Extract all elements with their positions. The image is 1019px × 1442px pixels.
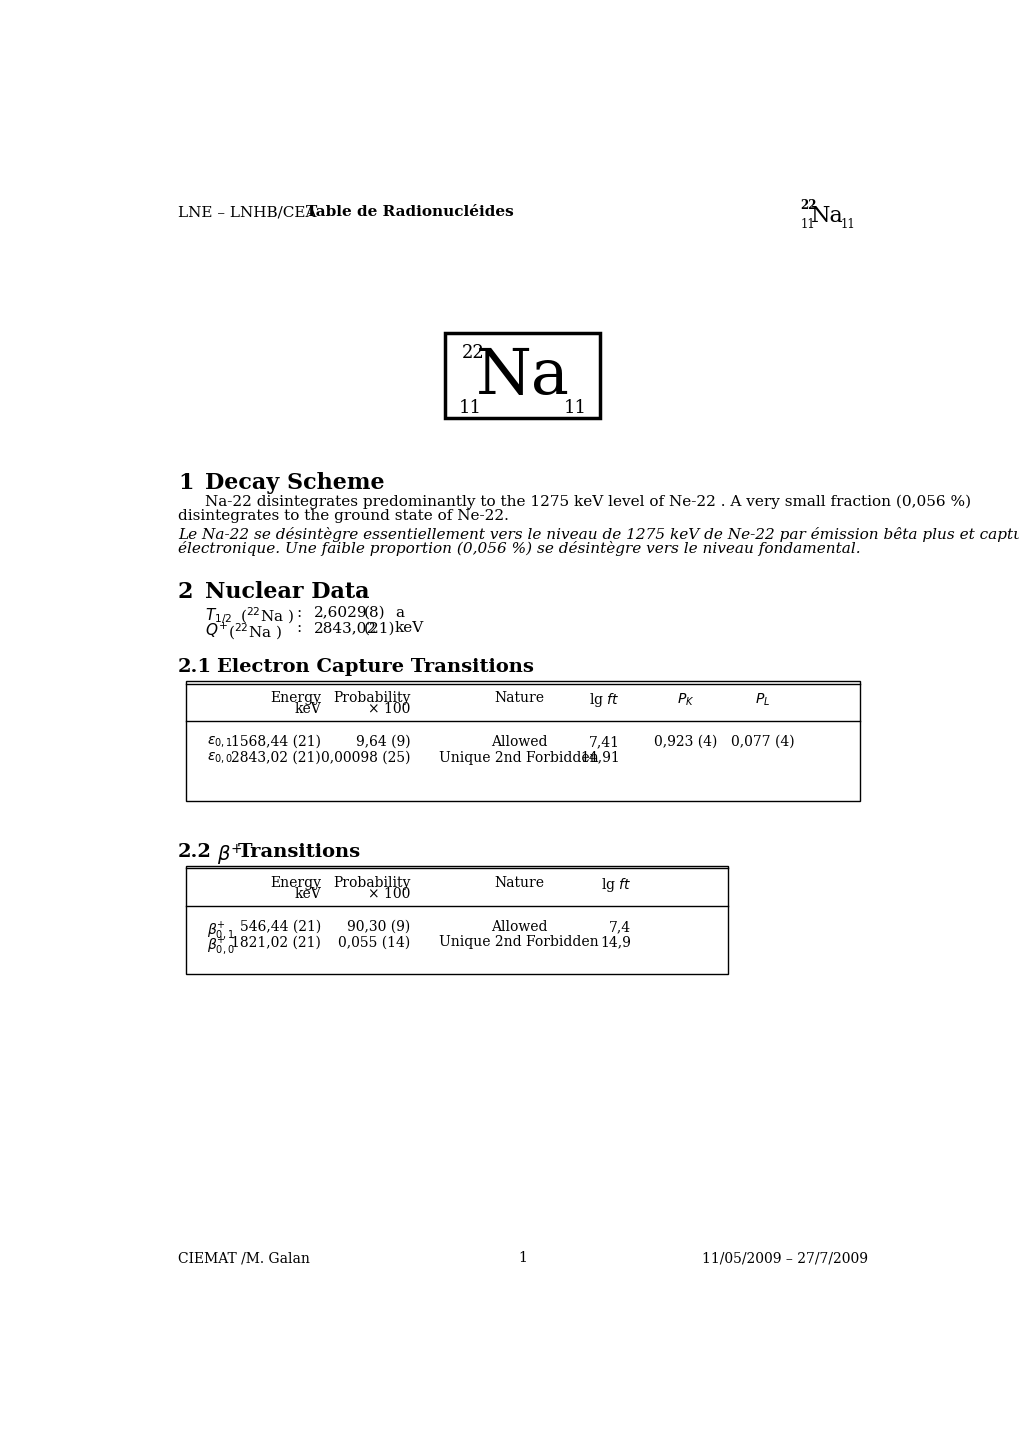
Text: 2843,02 (21): 2843,02 (21) — [231, 750, 321, 764]
Text: Decay Scheme: Decay Scheme — [205, 472, 384, 493]
Text: Unique 2nd Forbidden: Unique 2nd Forbidden — [438, 750, 598, 764]
Text: 0,077 (4): 0,077 (4) — [731, 735, 794, 750]
Text: × 100: × 100 — [368, 702, 410, 717]
Text: lg $ft$: lg $ft$ — [589, 691, 619, 709]
Text: $\beta^{+}_{0,1}$: $\beta^{+}_{0,1}$ — [207, 920, 234, 942]
Text: Na: Na — [810, 205, 843, 228]
Text: disintegrates to the ground state of Ne-22.: disintegrates to the ground state of Ne-… — [177, 509, 508, 523]
Text: a: a — [394, 606, 404, 620]
Text: 11: 11 — [840, 218, 854, 231]
Text: LNE – LNHB/CEA: LNE – LNHB/CEA — [177, 205, 316, 219]
Text: keV: keV — [394, 622, 424, 634]
Text: ($^{22}$Na ): ($^{22}$Na ) — [228, 622, 282, 642]
Text: 2843,02: 2843,02 — [313, 622, 376, 634]
Text: Table de Radionucléides: Table de Radionucléides — [306, 205, 513, 219]
Text: 11: 11 — [459, 398, 482, 417]
Text: Energy: Energy — [270, 877, 321, 890]
Text: 14,9: 14,9 — [600, 936, 631, 949]
Text: 22: 22 — [462, 345, 485, 362]
Text: CIEMAT /M. Galan: CIEMAT /M. Galan — [177, 1252, 310, 1265]
Text: keV: keV — [294, 887, 321, 901]
Text: $\beta^{+}$: $\beta^{+}$ — [216, 844, 243, 868]
Text: électronique. Une faible proportion (0,056 %) se désintègre vers le niveau fonda: électronique. Une faible proportion (0,0… — [177, 541, 860, 557]
Bar — [185, 867, 728, 973]
Text: Probability: Probability — [332, 877, 410, 890]
Text: 22: 22 — [800, 199, 816, 212]
Text: (21): (21) — [364, 622, 395, 634]
Text: 1: 1 — [518, 1252, 527, 1265]
Text: 546,44 (21): 546,44 (21) — [239, 920, 321, 934]
Text: keV: keV — [294, 702, 321, 717]
Text: 1: 1 — [177, 472, 194, 493]
Text: $\epsilon_{0,1}$: $\epsilon_{0,1}$ — [207, 735, 233, 750]
Text: 14,91: 14,91 — [580, 750, 619, 764]
Text: $\epsilon_{0,0}$: $\epsilon_{0,0}$ — [207, 750, 233, 766]
Text: $P_K$: $P_K$ — [677, 691, 694, 708]
Bar — [445, 333, 599, 418]
Text: Nature: Nature — [493, 691, 543, 705]
Text: 90,30 (9): 90,30 (9) — [346, 920, 410, 934]
Text: Electron Capture Transitions: Electron Capture Transitions — [216, 658, 533, 676]
Text: 1821,02 (21): 1821,02 (21) — [231, 936, 321, 949]
Text: $P_L$: $P_L$ — [755, 691, 769, 708]
Text: :: : — [297, 622, 302, 634]
Text: 1568,44 (21): 1568,44 (21) — [231, 735, 321, 750]
Text: 2: 2 — [177, 581, 194, 603]
Text: Na: Na — [475, 346, 570, 407]
Text: 0,923 (4): 0,923 (4) — [653, 735, 716, 750]
Text: × 100: × 100 — [368, 887, 410, 901]
Text: 2.2: 2.2 — [177, 844, 212, 861]
Text: :: : — [297, 606, 302, 620]
Text: 11/05/2009 – 27/7/2009: 11/05/2009 – 27/7/2009 — [701, 1252, 867, 1265]
Text: Nature: Nature — [493, 877, 543, 890]
Text: 7,41: 7,41 — [588, 735, 619, 750]
Text: Unique 2nd Forbidden: Unique 2nd Forbidden — [438, 936, 598, 949]
Text: Le Na-22 se désintègre essentiellement vers le niveau de 1275 keV de Ne-22 par é: Le Na-22 se désintègre essentiellement v… — [177, 528, 1019, 542]
Text: 2.1: 2.1 — [177, 658, 212, 676]
Text: Allowed: Allowed — [490, 920, 546, 934]
Bar — [185, 681, 859, 800]
Text: 2,6029: 2,6029 — [313, 606, 367, 620]
Text: Allowed: Allowed — [490, 735, 546, 750]
Text: ($^{22}$Na ): ($^{22}$Na ) — [239, 606, 293, 626]
Text: Transitions: Transitions — [237, 844, 361, 861]
Text: Na-22 disintegrates predominantly to the 1275 keV level of Ne-22 . A very small : Na-22 disintegrates predominantly to the… — [205, 495, 970, 509]
Text: 11: 11 — [562, 398, 586, 417]
Text: 0,00098 (25): 0,00098 (25) — [321, 750, 410, 764]
Text: 7,4: 7,4 — [608, 920, 631, 934]
Text: 0,055 (14): 0,055 (14) — [337, 936, 410, 949]
Text: 11: 11 — [800, 218, 814, 231]
Text: (8): (8) — [364, 606, 385, 620]
Text: Nuclear Data: Nuclear Data — [205, 581, 369, 603]
Text: Energy: Energy — [270, 691, 321, 705]
Text: lg $ft$: lg $ft$ — [600, 877, 631, 894]
Text: Probability: Probability — [332, 691, 410, 705]
Text: $Q^{+}$: $Q^{+}$ — [205, 622, 227, 640]
Text: $\beta^{+}_{0,0}$: $\beta^{+}_{0,0}$ — [207, 936, 234, 957]
Text: $T_{1/2}$: $T_{1/2}$ — [205, 606, 231, 626]
Text: 9,64 (9): 9,64 (9) — [356, 735, 410, 750]
